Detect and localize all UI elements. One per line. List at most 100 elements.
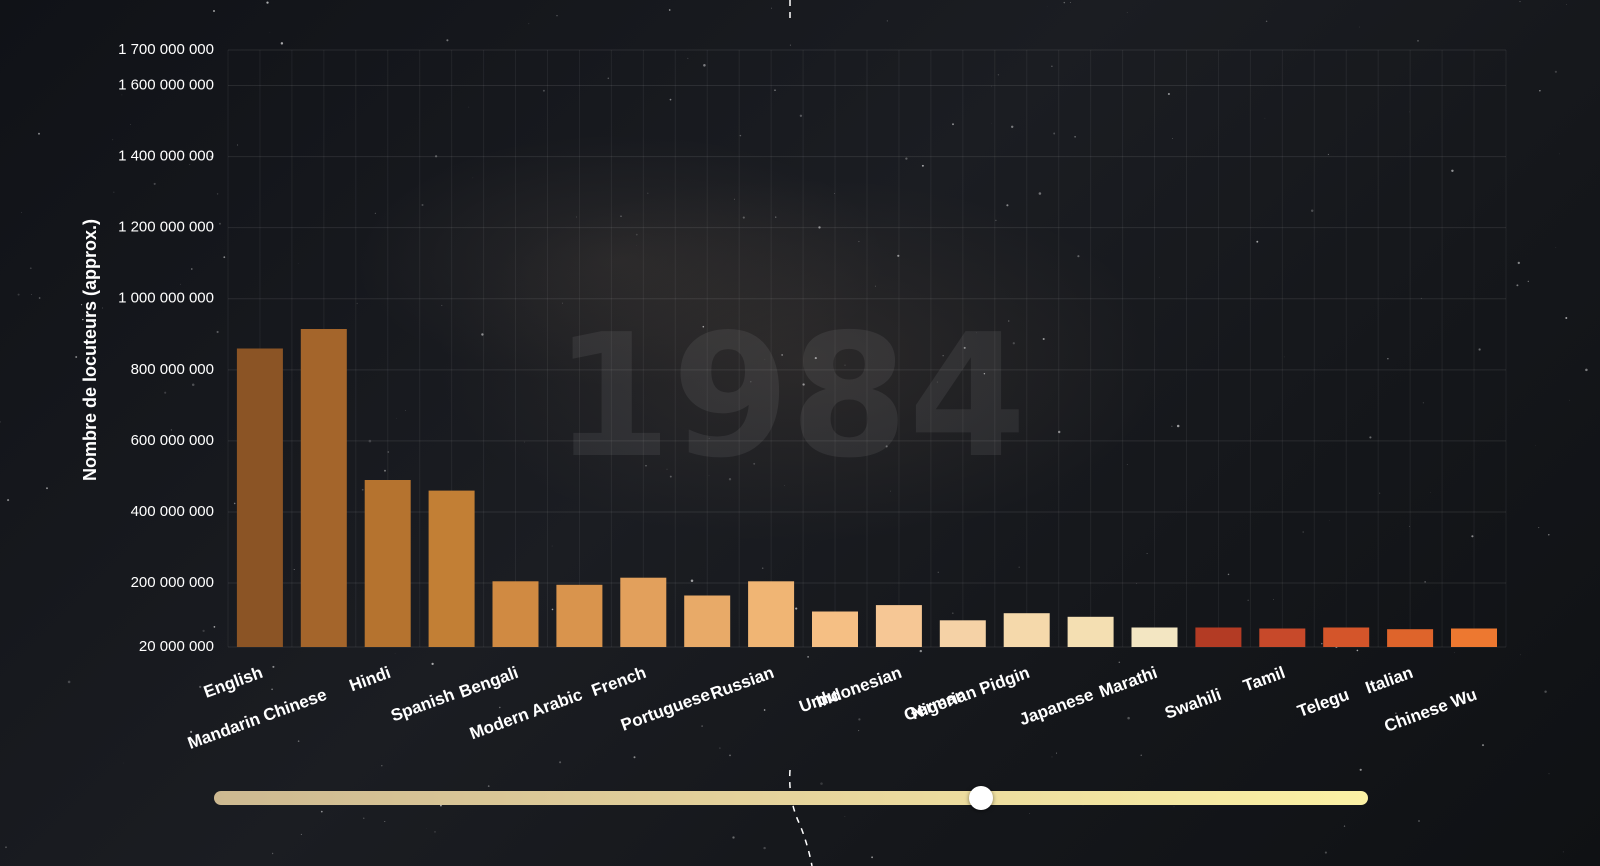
star bbox=[1544, 690, 1547, 693]
star bbox=[799, 114, 803, 117]
star bbox=[487, 785, 490, 787]
star bbox=[1273, 599, 1274, 601]
star bbox=[130, 124, 132, 125]
star bbox=[223, 256, 226, 259]
star bbox=[1140, 754, 1142, 756]
star bbox=[5, 846, 7, 849]
star bbox=[1471, 535, 1474, 538]
bar-japanese bbox=[1067, 616, 1114, 647]
star bbox=[1127, 716, 1130, 720]
star bbox=[441, 304, 443, 306]
star bbox=[919, 649, 922, 653]
star bbox=[1042, 337, 1045, 341]
star bbox=[995, 219, 997, 222]
star bbox=[164, 391, 167, 394]
star bbox=[886, 20, 888, 22]
star bbox=[885, 445, 888, 448]
star bbox=[7, 499, 10, 502]
x-tick-label: Swahili bbox=[1162, 685, 1224, 723]
star bbox=[559, 761, 562, 764]
divider-line-bottom bbox=[788, 769, 813, 866]
star bbox=[216, 330, 219, 334]
bar-swahili bbox=[1195, 627, 1242, 647]
x-tick-label: Portuguese bbox=[618, 685, 712, 735]
star bbox=[687, 57, 689, 59]
star bbox=[421, 203, 424, 207]
star bbox=[1548, 773, 1550, 775]
star bbox=[0, 421, 1, 423]
star bbox=[729, 754, 731, 757]
star bbox=[1321, 642, 1323, 645]
star bbox=[833, 193, 835, 194]
star bbox=[952, 123, 954, 126]
star bbox=[753, 462, 756, 465]
star bbox=[17, 293, 20, 296]
star bbox=[976, 332, 977, 334]
star bbox=[1527, 280, 1529, 283]
star bbox=[551, 545, 553, 547]
star bbox=[271, 688, 273, 691]
star bbox=[1478, 348, 1481, 351]
x-tick-label: Tamil bbox=[1241, 663, 1288, 696]
year-slider-track[interactable] bbox=[214, 791, 1368, 805]
star bbox=[728, 478, 732, 481]
star bbox=[562, 302, 563, 304]
star bbox=[576, 216, 577, 218]
star bbox=[763, 846, 766, 850]
star bbox=[1176, 424, 1180, 428]
star bbox=[1058, 430, 1061, 434]
star bbox=[1008, 320, 1010, 322]
star bbox=[645, 465, 647, 467]
star bbox=[666, 468, 668, 470]
y-tick-label: 200 000 000 bbox=[131, 574, 214, 591]
star bbox=[997, 74, 1000, 76]
star bbox=[434, 155, 438, 158]
star bbox=[29, 267, 32, 270]
star bbox=[266, 1, 269, 4]
star bbox=[844, 816, 846, 817]
y-tick-label: 1 200 000 000 bbox=[118, 219, 214, 236]
star bbox=[1051, 65, 1053, 68]
y-tick-label: 1 600 000 000 bbox=[118, 77, 214, 94]
star bbox=[374, 212, 377, 214]
star bbox=[1555, 246, 1557, 248]
star bbox=[190, 730, 193, 733]
star bbox=[551, 608, 554, 611]
star bbox=[669, 475, 672, 478]
star bbox=[1074, 135, 1076, 138]
star bbox=[1519, 1, 1521, 3]
star bbox=[30, 294, 32, 295]
year-slider-thumb[interactable] bbox=[969, 786, 994, 810]
star bbox=[703, 64, 706, 67]
star bbox=[435, 696, 438, 699]
star bbox=[1379, 492, 1381, 494]
star bbox=[233, 502, 236, 505]
y-axis-label: Nombre de locuteurs (approx.) bbox=[80, 219, 100, 481]
star bbox=[431, 662, 434, 666]
star bbox=[381, 764, 383, 767]
star bbox=[212, 9, 216, 13]
star bbox=[620, 215, 622, 217]
star bbox=[1126, 12, 1128, 14]
star bbox=[191, 268, 193, 270]
star bbox=[732, 836, 735, 839]
star bbox=[942, 355, 944, 357]
star bbox=[1118, 661, 1121, 664]
bar-marathi bbox=[1131, 627, 1178, 647]
y-tick-label: 1 400 000 000 bbox=[118, 148, 214, 165]
star bbox=[170, 429, 173, 431]
star bbox=[1324, 851, 1327, 854]
star bbox=[814, 357, 817, 360]
star bbox=[1310, 209, 1314, 213]
star bbox=[191, 383, 195, 386]
star bbox=[384, 469, 386, 472]
star bbox=[983, 372, 986, 375]
star bbox=[858, 730, 860, 732]
star bbox=[775, 216, 777, 218]
y-tick-label: 1 000 000 000 bbox=[118, 290, 214, 307]
star bbox=[189, 163, 191, 166]
star bbox=[1422, 402, 1424, 404]
star bbox=[1327, 153, 1329, 156]
star bbox=[889, 490, 891, 492]
